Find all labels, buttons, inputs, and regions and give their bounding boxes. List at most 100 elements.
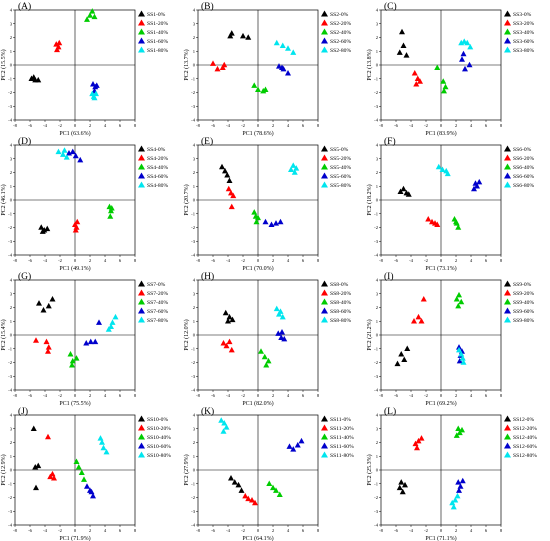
x-axis-label: PC1 (82.0%) xyxy=(242,400,273,407)
x-tick-label: -2 xyxy=(58,258,63,263)
y-tick-label: 2 xyxy=(10,440,13,445)
x-axis-label: PC1 (63.6%) xyxy=(59,130,90,137)
data-point xyxy=(45,433,51,440)
data-point xyxy=(281,335,288,342)
x-tick-label: 8 xyxy=(317,123,320,128)
x-tick-label: 0 xyxy=(74,393,77,398)
data-point xyxy=(84,483,90,489)
data-point xyxy=(466,61,473,68)
y-tick-label: -4 xyxy=(8,523,13,528)
data-point xyxy=(107,213,114,219)
data-point xyxy=(84,16,90,22)
y-tick-label: -3 xyxy=(8,104,13,109)
y-axis-label: PC2 (46.1%) xyxy=(0,184,7,215)
y-tick-label: -2 xyxy=(374,495,379,500)
data-point xyxy=(467,43,474,50)
x-tick-label: 2 xyxy=(89,123,92,128)
legend-label: SS1-0% xyxy=(147,12,166,18)
legend-marker xyxy=(504,37,511,44)
x-tick-label: 2 xyxy=(272,123,275,128)
y-tick-label: 1 xyxy=(376,454,379,459)
x-tick-label: 2 xyxy=(455,528,458,533)
panel: -8 -6 -4 -2 0 2 4 6 8 -4 -3 -2 -1 0 1 2 3 4 PC1 (73.1%) PC2… xyxy=(366,136,534,272)
legend-label: SS9-0% xyxy=(513,282,532,288)
x-tick-label: -8 xyxy=(379,123,384,128)
data-point xyxy=(459,477,466,484)
x-axis-label: PC1 (75.5%) xyxy=(59,400,90,407)
data-point xyxy=(67,350,74,357)
data-point xyxy=(261,353,268,360)
data-point xyxy=(400,42,407,48)
x-tick-label: 2 xyxy=(272,528,275,533)
y-tick-label: 4 xyxy=(376,143,379,148)
y-axis-label: PC2 (13.8%) xyxy=(366,49,373,80)
data-point xyxy=(285,69,291,76)
x-tick-label: -8 xyxy=(13,528,18,533)
legend-label: SS8-60% xyxy=(330,309,351,315)
data-point xyxy=(61,147,68,153)
legend-marker xyxy=(138,280,145,287)
x-tick-label: 4 xyxy=(287,123,290,128)
y-tick-label: 2 xyxy=(193,170,196,175)
y-tick-label: -3 xyxy=(191,239,196,244)
data-point xyxy=(49,295,56,302)
x-tick-label: 2 xyxy=(272,258,275,263)
legend-label: SS12-0% xyxy=(513,417,534,423)
data-point xyxy=(286,443,293,449)
data-point xyxy=(225,185,232,192)
y-axis-label: PC2 (12.9%) xyxy=(0,454,7,485)
y-tick-label: 0 xyxy=(10,63,13,68)
data-point xyxy=(277,218,284,225)
y-tick-label: 3 xyxy=(193,426,196,431)
x-tick-label: -2 xyxy=(241,123,246,128)
legend-label: SS1-20% xyxy=(147,21,168,27)
data-point xyxy=(223,424,230,430)
legend-label: SS10-0% xyxy=(147,417,168,423)
data-point xyxy=(290,49,297,55)
x-tick-label: 8 xyxy=(134,528,137,533)
data-point xyxy=(279,328,285,335)
legend-label: SS3-60% xyxy=(513,39,534,45)
legend-label: SS11-0% xyxy=(330,417,351,423)
data-point xyxy=(298,437,305,444)
legend-marker xyxy=(321,172,328,179)
x-tick-label: -8 xyxy=(13,393,18,398)
data-point xyxy=(219,163,225,170)
x-tick-label: -6 xyxy=(211,393,216,398)
y-tick-label: -2 xyxy=(374,360,379,365)
y-tick-label: 3 xyxy=(376,291,379,296)
data-point xyxy=(56,39,63,46)
x-tick-label: -8 xyxy=(379,258,384,263)
y-tick-label: 2 xyxy=(376,35,379,40)
y-tick-label: 2 xyxy=(193,35,196,40)
y-tick-label: 4 xyxy=(376,8,379,13)
y-tick-label: 1 xyxy=(10,184,13,189)
x-tick-label: -2 xyxy=(424,393,429,398)
y-tick-label: 1 xyxy=(376,319,379,324)
legend-marker xyxy=(504,172,511,179)
data-point xyxy=(33,484,39,491)
panel-label: (I) xyxy=(384,271,394,282)
y-tick-label: -3 xyxy=(374,509,379,514)
x-tick-label: -6 xyxy=(394,528,399,533)
y-tick-label: 3 xyxy=(193,21,196,26)
data-point xyxy=(405,191,412,197)
y-tick-label: -1 xyxy=(8,346,13,351)
y-tick-label: 3 xyxy=(10,426,13,431)
y-tick-label: 1 xyxy=(193,319,196,324)
y-tick-label: -1 xyxy=(374,481,379,486)
x-tick-label: 4 xyxy=(104,528,107,533)
y-tick-label: 4 xyxy=(10,143,13,148)
x-axis-label: PC1 (71.9%) xyxy=(59,535,90,541)
legend-marker xyxy=(138,19,145,26)
y-tick-label: 2 xyxy=(193,440,196,445)
data-point xyxy=(268,221,275,227)
legend-label: SS9-60% xyxy=(513,309,534,315)
data-point xyxy=(242,492,249,499)
data-point xyxy=(460,50,467,57)
data-point xyxy=(221,61,228,68)
legend-label: SS7-20% xyxy=(147,291,168,297)
data-point xyxy=(411,317,417,324)
legend-label: SS7-0% xyxy=(147,282,166,288)
y-tick-label: -3 xyxy=(191,104,196,109)
